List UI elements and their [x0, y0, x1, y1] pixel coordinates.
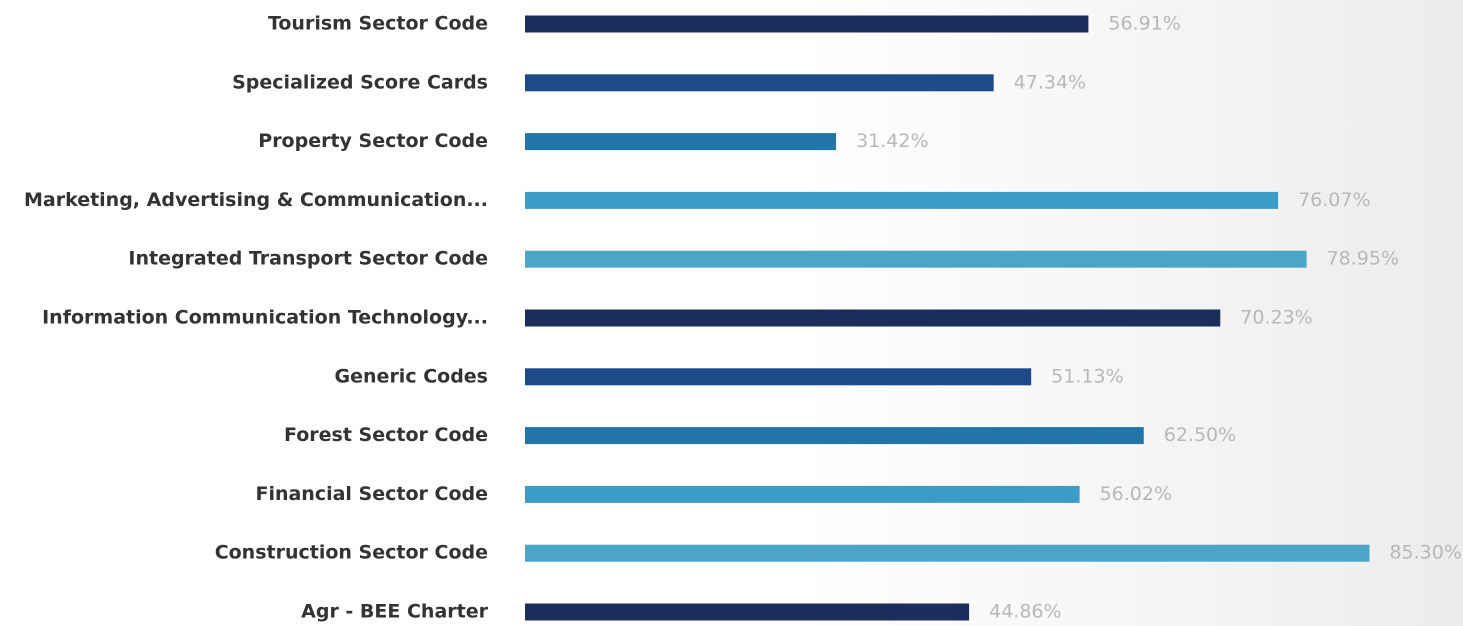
- value-label: 56.02%: [1100, 483, 1172, 505]
- bar: [525, 603, 970, 621]
- category-label: Construction Sector Code: [215, 542, 488, 564]
- bar: [525, 15, 1089, 33]
- bar: [525, 368, 1032, 386]
- value-label: 78.95%: [1327, 248, 1399, 270]
- category-label: Agr - BEE Charter: [301, 601, 488, 623]
- value-label: 47.34%: [1014, 71, 1086, 93]
- category-label: Financial Sector Code: [255, 483, 488, 505]
- category-label: Specialized Score Cards: [232, 71, 488, 93]
- value-label: 70.23%: [1240, 307, 1312, 329]
- category-label: Generic Codes: [335, 365, 488, 387]
- category-label: Marketing, Advertising & Communication..…: [24, 189, 488, 211]
- bar: [525, 191, 1279, 209]
- value-label: 44.86%: [989, 601, 1061, 623]
- category-label: Property Sector Code: [258, 130, 488, 152]
- value-label: 76.07%: [1298, 189, 1370, 211]
- bar: [525, 427, 1144, 445]
- bar: [525, 74, 994, 92]
- category-label: Forest Sector Code: [284, 424, 488, 446]
- value-label: 62.50%: [1164, 424, 1236, 446]
- category-label: Integrated Transport Sector Code: [128, 248, 488, 270]
- category-label: Information Communication Technology...: [42, 307, 488, 329]
- value-label: 31.42%: [856, 130, 928, 152]
- value-label: 85.30%: [1389, 542, 1461, 564]
- bar: [525, 250, 1307, 268]
- bar: [525, 309, 1221, 327]
- bar: [525, 544, 1370, 562]
- value-label: 51.13%: [1051, 365, 1123, 387]
- bar: [525, 133, 837, 151]
- category-label: Tourism Sector Code: [268, 13, 488, 35]
- value-label: 56.91%: [1108, 13, 1180, 35]
- bar: [525, 485, 1080, 503]
